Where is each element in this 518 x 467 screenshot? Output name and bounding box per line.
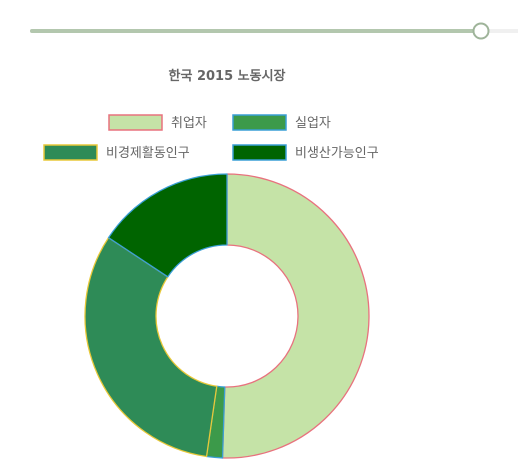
legend-label-unemployed: 실업자 (295, 116, 331, 131)
range-slider[interactable] (30, 22, 518, 40)
chart-legend: 취업자 실업자 비경제활동인구 비생산가능인구 (43, 114, 379, 161)
chart-title: 한국 2015 노동시장 (169, 68, 286, 84)
legend-item-non-working-age[interactable]: 비생산가능인구 (232, 144, 379, 161)
legend-item-employed[interactable]: 취업자 (108, 114, 207, 131)
legend-label-non-working-age: 비생산가능인구 (295, 146, 379, 161)
legend-swatch-employed (108, 114, 163, 131)
legend-swatch-unemployed (232, 114, 287, 131)
legend-swatch-inactive (43, 144, 98, 161)
legend-item-inactive[interactable]: 비경제활동인구 (43, 144, 190, 161)
legend-swatch-non-working-age (232, 144, 287, 161)
slice-non-working-age[interactable] (107, 173, 228, 278)
slice-inactive[interactable] (84, 237, 218, 458)
legend-label-employed: 취업자 (171, 116, 207, 131)
legend-item-unemployed[interactable]: 실업자 (232, 114, 331, 131)
legend-label-inactive: 비경제활동인구 (106, 146, 190, 161)
slider-handle[interactable] (472, 22, 490, 40)
slice-employed[interactable] (221, 173, 370, 459)
doughnut-slices (84, 173, 370, 459)
